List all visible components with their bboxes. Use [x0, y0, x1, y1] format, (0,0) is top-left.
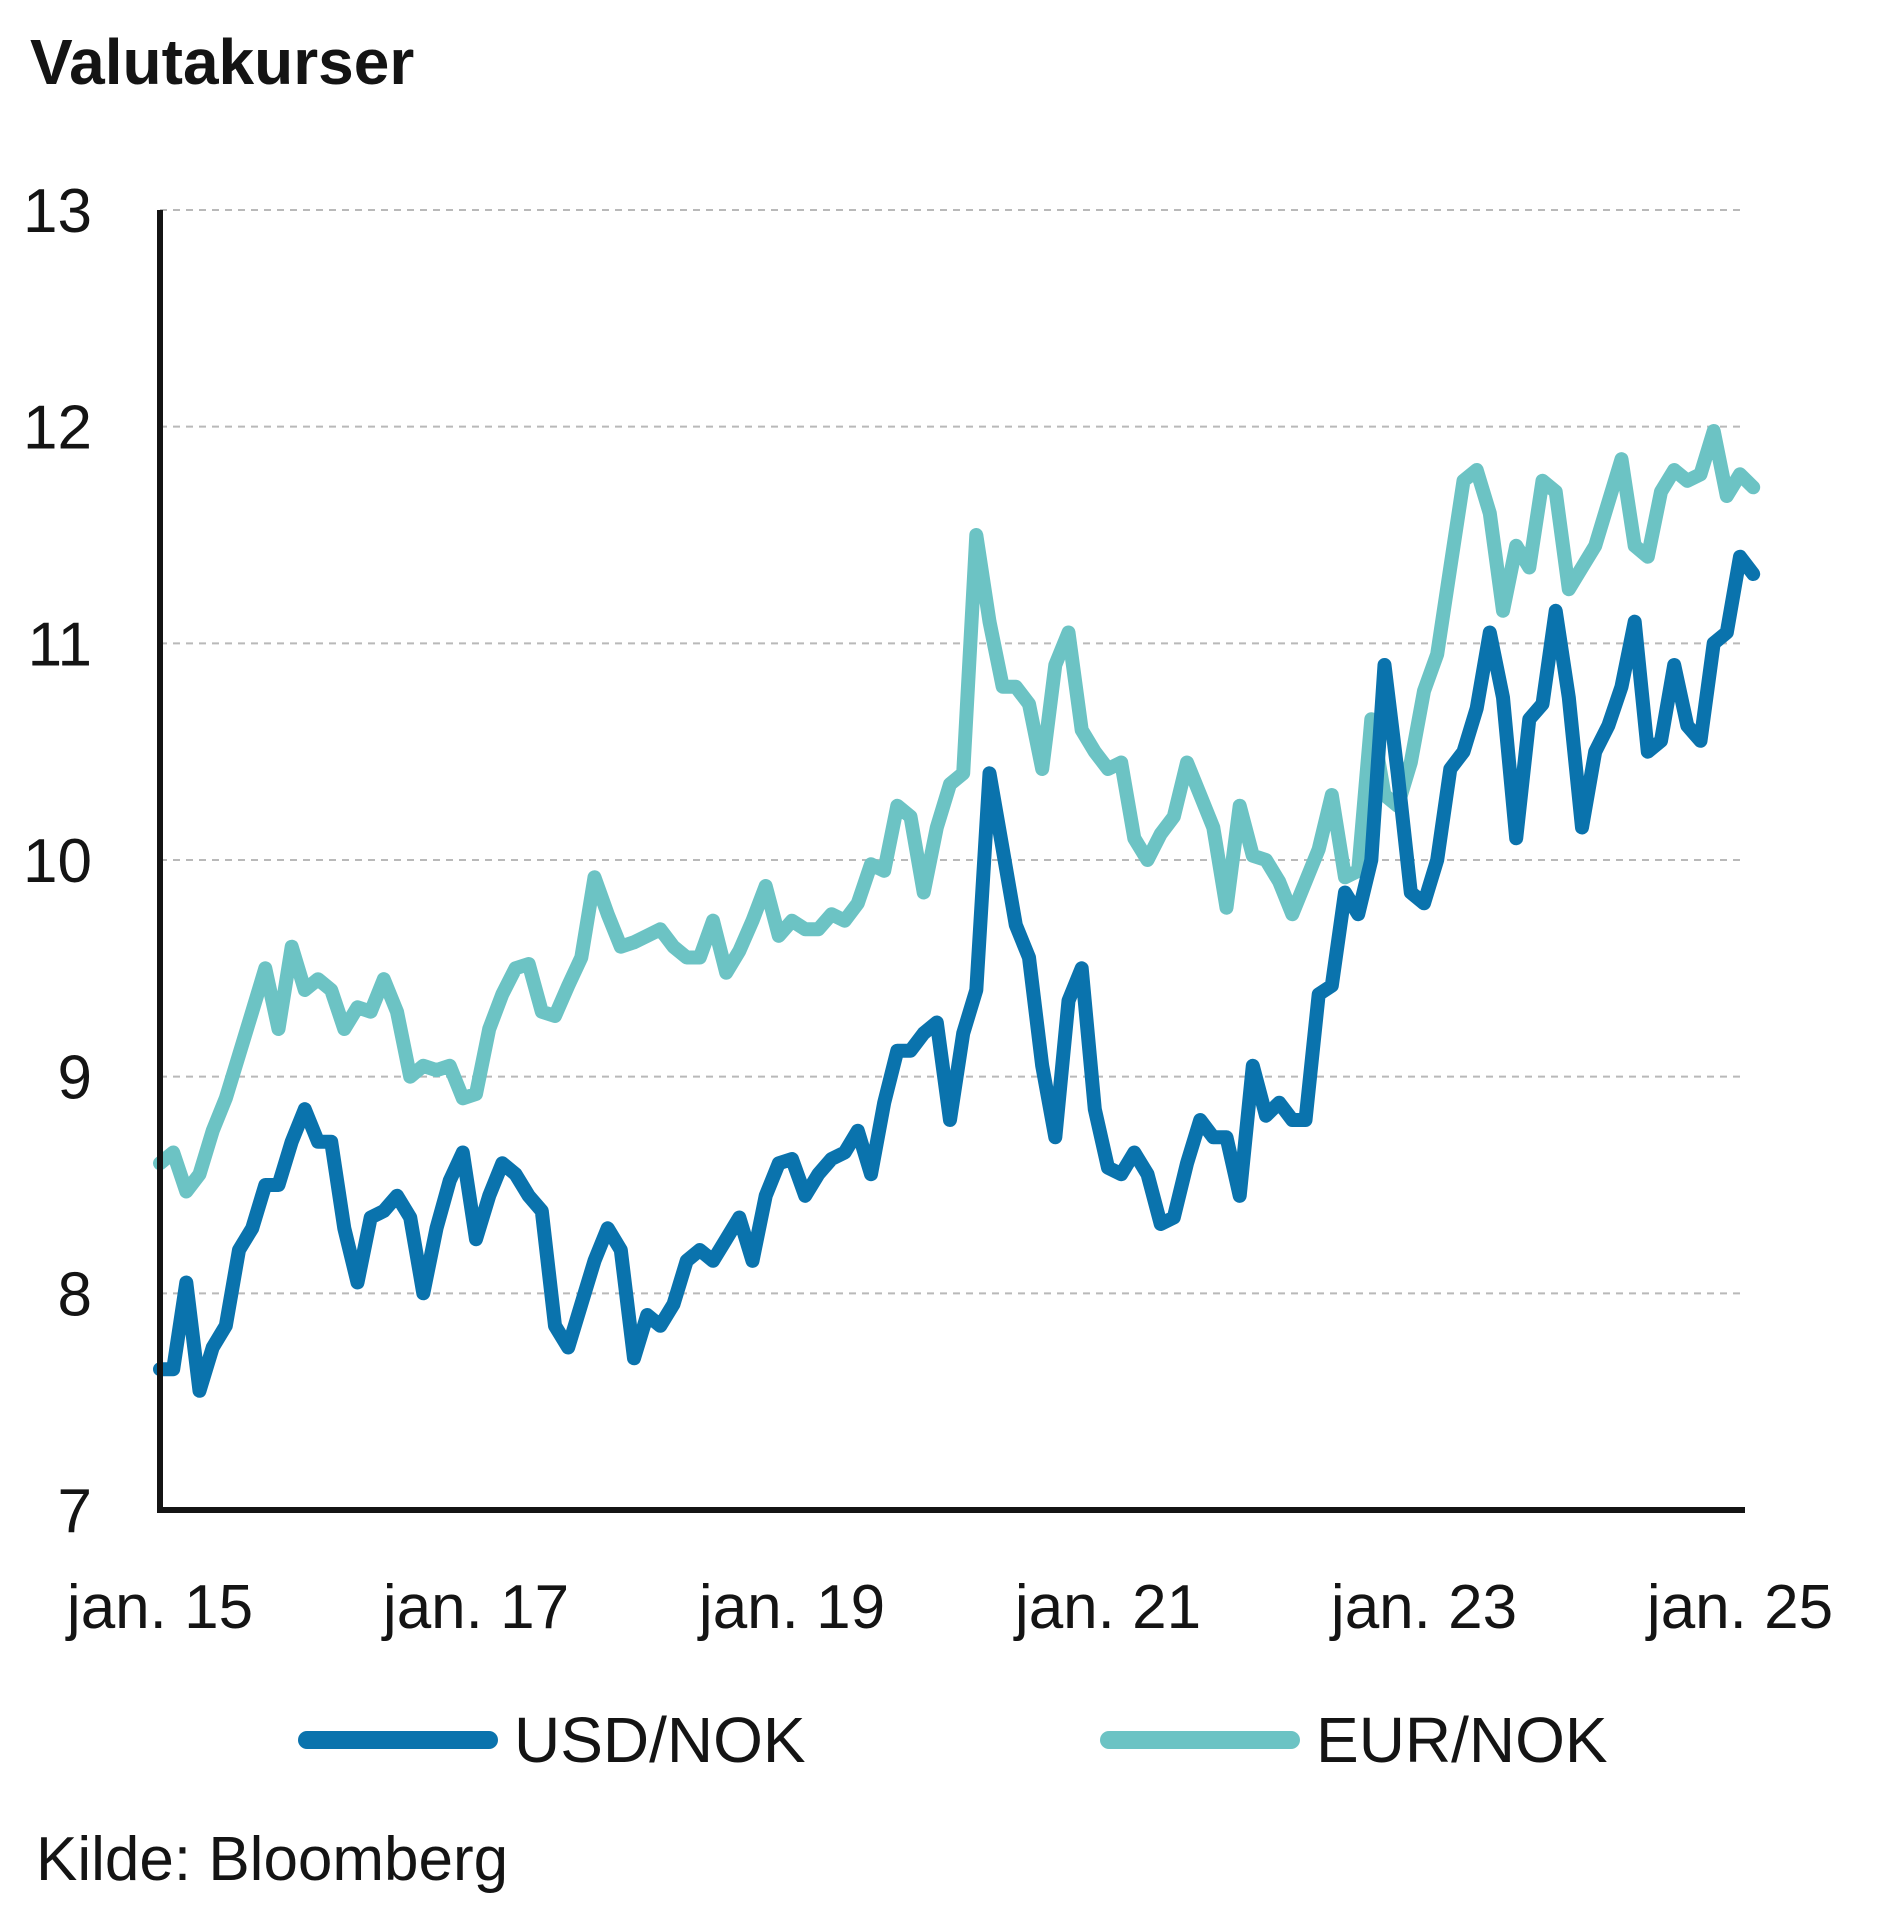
series-line-usd-nok	[153, 549, 1761, 1398]
y-tick-label-7: 7	[58, 1477, 92, 1546]
axes	[157, 210, 1745, 1513]
y-tick-label-13: 13	[23, 177, 92, 246]
legend-item-eur-nok: EUR/NOK	[1100, 1695, 1608, 1785]
y-axis-ticks: 7 8 9 10 11 12 13	[23, 177, 92, 1546]
legend-label-eur-nok: EUR/NOK	[1316, 1704, 1608, 1776]
legend: USD/NOK EUR/NOK	[0, 1695, 1892, 1785]
y-tick-label-9: 9	[58, 1044, 92, 1113]
y-tick-label-10: 10	[23, 827, 92, 896]
source-note: Kilde: Bloomberg	[36, 1825, 509, 1894]
y-tick-label-8: 8	[58, 1260, 92, 1329]
x-tick-label-1: jan. 17	[381, 1573, 569, 1642]
legend-swatch-usd-nok	[298, 1731, 498, 1749]
x-tick-label-4: jan. 23	[1329, 1573, 1517, 1642]
legend-label-usd-nok: USD/NOK	[514, 1704, 806, 1776]
x-tick-label-5: jan. 25	[1645, 1573, 1833, 1642]
legend-item-usd-nok: USD/NOK	[298, 1695, 806, 1785]
x-axis-ticks: jan. 15 jan. 17 jan. 19 jan. 21 jan. 23 jan. …	[65, 1573, 1833, 1642]
chart-title: Valutakurser	[30, 26, 415, 98]
y-tick-label-12: 12	[23, 394, 92, 463]
legend-swatch-eur-nok	[1100, 1731, 1300, 1749]
series-line-eur-nok	[153, 424, 1761, 1199]
y-tick-label-11: 11	[28, 610, 92, 679]
x-tick-label-0: jan. 15	[65, 1573, 253, 1642]
series-lines	[153, 424, 1761, 1398]
x-tick-label-3: jan. 21	[1013, 1573, 1201, 1642]
x-tick-label-2: jan. 19	[697, 1573, 885, 1642]
line-chart: 7 8 9 10 11 12 13 jan. 15 jan. 17 jan. 19 jan. 21…	[23, 177, 1833, 1642]
